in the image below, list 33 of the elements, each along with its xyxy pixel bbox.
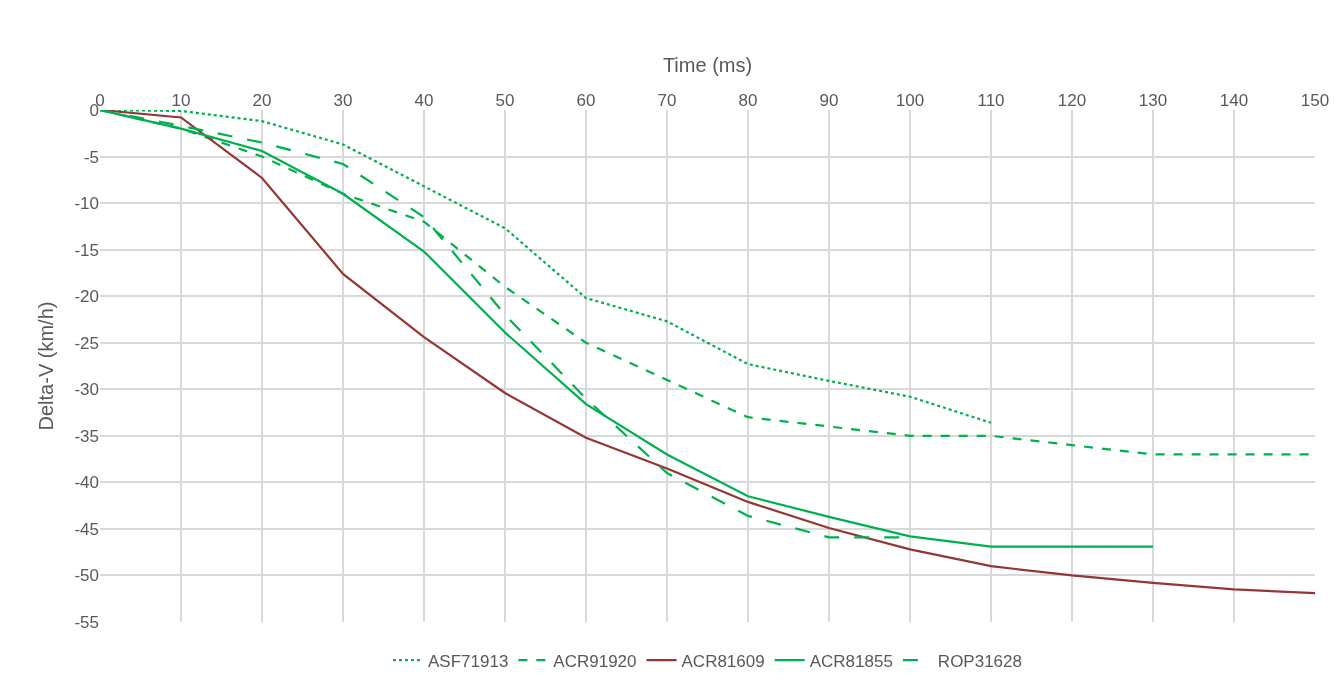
x-tick-label: 120 — [1057, 90, 1087, 110]
x-tick-label: 40 — [414, 90, 434, 110]
x-tick-label: 60 — [576, 90, 596, 110]
y-axis-title: Delta-V (km/h) — [34, 301, 57, 431]
x-tick-label: 130 — [1138, 90, 1168, 110]
y-tick-label: -10 — [74, 194, 99, 214]
x-tick-label: 20 — [252, 90, 272, 110]
y-tick-label: -5 — [83, 147, 99, 167]
legend-label: ASF71913 — [428, 651, 509, 671]
y-tick-label: -40 — [74, 473, 99, 493]
x-tick-label: 150 — [1300, 90, 1330, 110]
legend-label: ROP31628 — [937, 651, 1022, 671]
x-tick-label: 50 — [495, 90, 515, 110]
y-tick-label: -55 — [74, 612, 99, 632]
x-tick-label: 30 — [333, 90, 353, 110]
legend-label: ACR81855 — [809, 651, 893, 671]
y-tick-label: -30 — [74, 380, 99, 400]
y-tick-label: -25 — [74, 333, 99, 353]
y-tick-label: -15 — [74, 240, 99, 260]
x-tick-label: 140 — [1219, 90, 1249, 110]
y-tick-label: -20 — [74, 287, 99, 307]
y-tick-label: -45 — [74, 519, 99, 539]
y-tick-label: -50 — [74, 566, 99, 586]
y-tick-label: -35 — [74, 426, 99, 446]
x-tick-label: 90 — [819, 90, 839, 110]
x-tick-label: 100 — [895, 90, 925, 110]
x-tick-label: 80 — [738, 90, 758, 110]
x-tick-label: 110 — [977, 90, 1005, 110]
x-tick-label: 10 — [171, 90, 191, 110]
x-tick-label: 70 — [657, 90, 677, 110]
x-axis-title: Time (ms) — [662, 54, 753, 77]
legend-label: ACR81609 — [681, 651, 765, 671]
legend-label: ACR91920 — [553, 651, 637, 671]
